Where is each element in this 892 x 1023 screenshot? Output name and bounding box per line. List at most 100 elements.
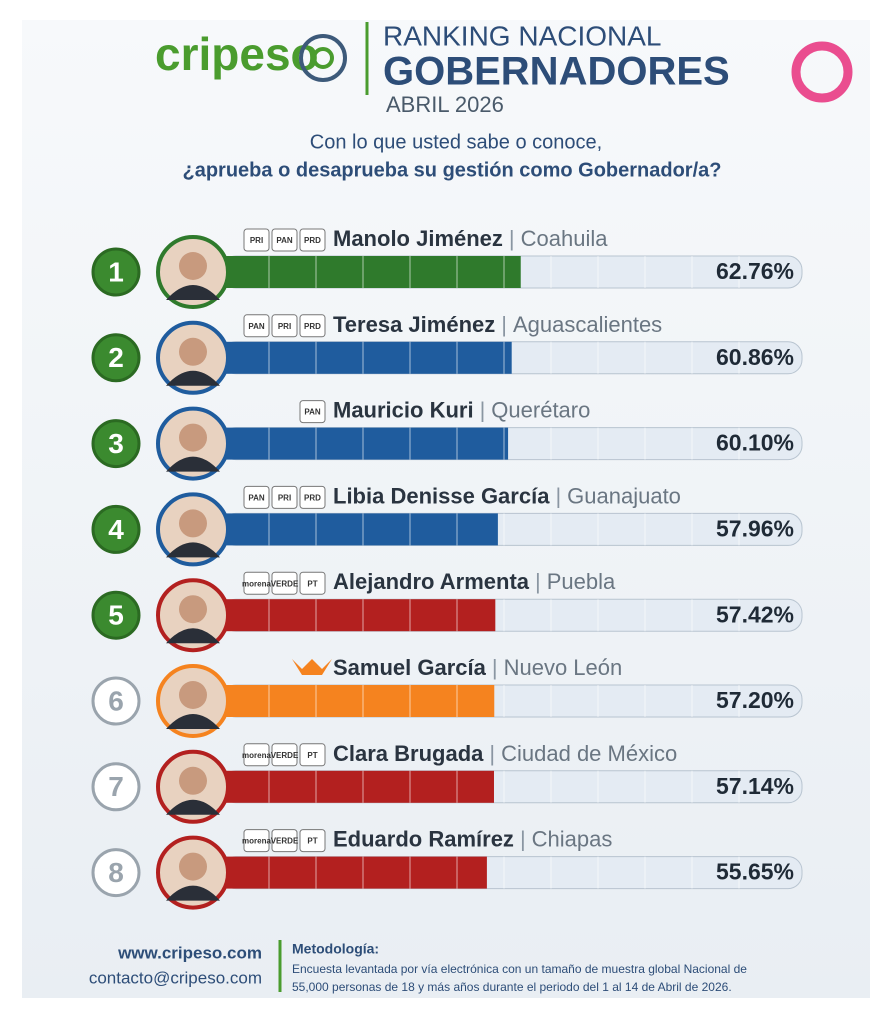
- rank: 4: [108, 514, 124, 545]
- party-name: morena: [242, 751, 271, 760]
- party-name: PRD: [304, 494, 321, 503]
- photo-head: [179, 852, 207, 881]
- value-label: 57.14%: [716, 773, 794, 799]
- governor-name: Clara Brugada: [333, 741, 484, 766]
- region: Aguascalientes: [513, 312, 662, 337]
- party-logo: [271, 228, 298, 252]
- governor-name: Manolo Jiménez: [333, 226, 503, 251]
- value-label: 57.42%: [716, 601, 794, 627]
- value-label: 57.96%: [716, 515, 794, 541]
- governor: Libia Denisse García | Guanajuato: [333, 483, 681, 508]
- rank-badge: [91, 504, 141, 554]
- party-logo: [299, 314, 326, 338]
- photo-body: [166, 285, 220, 300]
- governor-name: Samuel García: [333, 655, 487, 680]
- photo-head: [179, 595, 207, 624]
- party-logo: [271, 743, 298, 767]
- rank: 2: [108, 342, 124, 373]
- bar: [222, 599, 496, 632]
- party-logo: [299, 829, 326, 853]
- value-label: 57.20%: [716, 687, 794, 713]
- logo-mark: [312, 47, 334, 69]
- photo-head: [179, 337, 207, 366]
- rank-badge: [91, 247, 141, 297]
- photo-head: [179, 252, 207, 280]
- party-name: PT: [307, 751, 317, 760]
- party-logo: [271, 571, 298, 595]
- photo-body: [166, 628, 220, 644]
- party-name: PAN: [248, 322, 265, 331]
- logo-mark: [299, 34, 347, 82]
- photo-body: [166, 370, 220, 386]
- value-label: 62.76%: [716, 258, 794, 284]
- photo-body: [166, 799, 220, 815]
- governor-name: Teresa Jiménez: [333, 312, 495, 337]
- separator: |: [492, 655, 498, 680]
- region: Guanajuato: [567, 483, 681, 508]
- governor: Samuel García | Nuevo León: [333, 655, 622, 680]
- party-name: PT: [307, 837, 317, 846]
- rank-badge: [91, 333, 141, 383]
- governor: Clara Brugada | Ciudad de México: [333, 741, 677, 766]
- party-logo: [299, 485, 326, 509]
- photo-head: [179, 509, 207, 538]
- photo-body: [166, 542, 220, 558]
- website: www.cripeso.com: [117, 943, 262, 962]
- party-name: morena: [242, 837, 271, 846]
- value-label: 60.10%: [716, 430, 794, 456]
- party-logo: [243, 314, 270, 338]
- photo-head: [179, 766, 207, 795]
- party-logo: [299, 571, 326, 595]
- separator: |: [555, 483, 561, 508]
- separator: |: [509, 226, 515, 251]
- separator: |: [480, 397, 486, 422]
- logo: cripeso: [155, 28, 319, 80]
- rank: 5: [108, 600, 124, 631]
- region: Nuevo León: [504, 655, 623, 680]
- party-logo: [243, 571, 270, 595]
- rank-badge: [91, 762, 141, 812]
- bar: [222, 427, 509, 460]
- separator: |: [535, 569, 541, 594]
- governor-name: Eduardo Ramírez: [333, 826, 514, 851]
- rank-badge: [91, 848, 141, 898]
- bar: [222, 256, 521, 288]
- bar: [222, 856, 487, 889]
- party-logo: [243, 829, 270, 853]
- party-logo: [243, 743, 270, 767]
- date: ABRIL 2026: [386, 92, 504, 117]
- party-logo: [299, 228, 326, 252]
- separator: |: [501, 312, 507, 337]
- party-name: PRI: [278, 322, 291, 331]
- party-name: VERDE: [271, 837, 299, 846]
- bar: [222, 770, 494, 803]
- photo-body: [166, 456, 220, 472]
- method-title: Metodología:: [292, 941, 379, 957]
- method-text: Encuesta levantada por vía electrónica c…: [292, 962, 747, 976]
- kicker: RANKING NACIONAL: [383, 20, 662, 51]
- rank: 7: [108, 771, 124, 802]
- rank: 1: [108, 256, 124, 287]
- party-name: PAN: [248, 494, 265, 503]
- party-logo: [243, 228, 270, 252]
- region: Coahuila: [521, 226, 609, 251]
- email: contacto@cripeso.com: [89, 968, 262, 987]
- party-logo: [299, 400, 326, 424]
- title: GOBERNADORES: [383, 50, 730, 94]
- region: Puebla: [547, 569, 616, 594]
- governor: Alejandro Armenta | Puebla: [333, 569, 616, 594]
- party-name: PAN: [276, 236, 293, 245]
- rank: 3: [108, 428, 124, 459]
- bar: [222, 341, 512, 374]
- bar: [222, 685, 495, 717]
- region: Ciudad de México: [501, 741, 677, 766]
- region: Chiapas: [532, 826, 613, 851]
- rank-badge: [91, 676, 141, 726]
- party-logo: [271, 485, 298, 509]
- party-name: PRD: [304, 322, 321, 331]
- separator: |: [520, 826, 526, 851]
- question: Con lo que usted sabe o conoce,: [310, 131, 602, 153]
- photo-body: [166, 714, 220, 729]
